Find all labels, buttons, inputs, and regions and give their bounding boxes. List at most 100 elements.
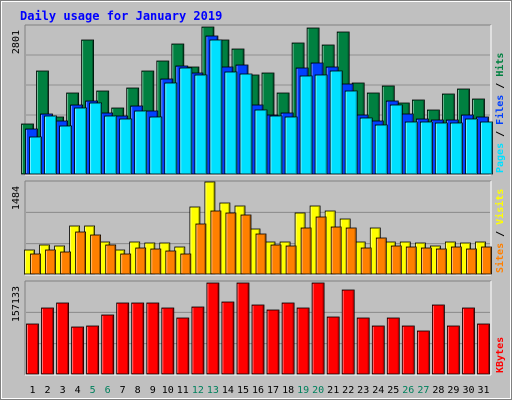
bar-kbytes-day-25 (386, 317, 400, 375)
bar-sites-day-16 (255, 233, 267, 275)
bar-sites-day-22 (345, 227, 357, 275)
day-label-17: 17 (267, 385, 279, 396)
legend-text-segment: KBytes (495, 337, 506, 373)
day-label-11: 11 (177, 385, 189, 396)
day-label-3: 3 (60, 385, 66, 396)
bar-kbytes-day-6 (101, 314, 115, 375)
bar-kbytes-day-11 (176, 317, 190, 375)
max-tick-label: 157133 (11, 286, 22, 322)
bar-kbytes-day-27 (416, 330, 430, 375)
bar-pages-day-14 (224, 71, 238, 175)
max-tick-label: 1484 (11, 186, 22, 210)
bar-kbytes-day-22 (341, 289, 355, 375)
day-label-30: 30 (462, 385, 474, 396)
bar-kbytes-day-8 (131, 302, 145, 375)
bar-pages-day-26 (404, 121, 418, 175)
bar-sites-day-1 (30, 253, 41, 275)
bar-pages-day-25 (389, 104, 403, 175)
bar-kbytes-day-26 (401, 325, 415, 375)
bar-pages-day-17 (269, 115, 283, 175)
bar-kbytes-day-3 (56, 302, 69, 375)
day-label-1: 1 (29, 385, 35, 396)
day-label-29: 29 (447, 385, 459, 396)
bar-sites-day-24 (375, 237, 387, 275)
bar-kbytes-day-19 (296, 307, 310, 375)
legend-text-segment: / (495, 225, 506, 243)
day-label-16: 16 (252, 385, 264, 396)
bar-pages-day-24 (374, 124, 388, 175)
bar-kbytes-day-23 (356, 317, 370, 375)
bar-kbytes-day-24 (371, 325, 385, 375)
bar-pages-day-27 (419, 121, 433, 175)
bar-sites-day-2 (45, 249, 56, 275)
bar-sites-day-11 (180, 253, 192, 275)
legend-text-segment: Visits (494, 189, 506, 225)
bar-kbytes-day-28 (431, 304, 445, 375)
max-tick-label: 2801 (11, 30, 22, 54)
bar-kbytes-day-10 (161, 307, 175, 375)
bar-sites-day-20 (315, 216, 327, 275)
bar-pages-day-1 (29, 136, 42, 175)
bar-sites-day-8 (135, 247, 147, 275)
bar-sites-day-3 (60, 251, 71, 275)
bar-pages-day-13 (209, 39, 223, 175)
bar-kbytes-day-15 (236, 282, 250, 375)
bar-pages-day-23 (359, 117, 373, 175)
panels: 2801 Pages / Files / Hits 1484 Sites / Visi… (11, 24, 506, 376)
panel-kbytes: 157133 KBytes (11, 280, 506, 376)
bar-pages-day-12 (194, 74, 208, 175)
day-label-22: 22 (342, 385, 354, 396)
bar-pages-day-30 (465, 118, 478, 175)
bar-sites-day-28 (435, 248, 447, 275)
panel-visits_sites: 1484 Sites / Visits (11, 180, 506, 276)
bar-pages-day-4 (74, 107, 87, 175)
bar-sites-day-9 (150, 248, 162, 275)
bar-sites-day-19 (300, 227, 312, 275)
bar-sites-day-6 (105, 244, 117, 275)
bar-sites-day-13 (210, 210, 222, 275)
bar-sites-day-7 (120, 253, 132, 275)
bar-pages-day-22 (344, 90, 358, 175)
bar-pages-day-10 (164, 82, 178, 175)
day-label-15: 15 (237, 385, 249, 396)
series-legend-label: Pages / Files / Hits (494, 53, 506, 173)
bar-pages-day-21 (329, 70, 343, 175)
legend-text-segment: Sites (494, 243, 506, 273)
bar-pages-day-8 (134, 110, 148, 175)
day-label-26: 26 (402, 385, 414, 396)
bar-sites-day-25 (390, 245, 402, 275)
bar-pages-day-15 (239, 73, 253, 175)
day-label-8: 8 (135, 385, 141, 396)
bar-sites-day-26 (405, 246, 417, 275)
bar-pages-day-11 (179, 67, 193, 175)
bar-kbytes-day-9 (146, 302, 160, 375)
day-label-28: 28 (432, 385, 444, 396)
day-label-14: 14 (222, 385, 234, 396)
day-label-19: 19 (297, 385, 309, 396)
bar-pages-day-20 (314, 74, 328, 175)
day-label-10: 10 (162, 385, 174, 396)
day-label-6: 6 (105, 385, 111, 396)
bar-sites-day-23 (360, 247, 372, 275)
bar-kbytes-day-21 (326, 316, 340, 375)
bar-kbytes-day-31 (477, 323, 490, 375)
bar-sites-day-12 (195, 223, 207, 275)
day-label-4: 4 (75, 385, 81, 396)
day-label-18: 18 (282, 385, 294, 396)
bar-pages-day-3 (59, 125, 72, 175)
bar-sites-day-5 (90, 234, 101, 275)
bar-sites-day-10 (165, 250, 177, 275)
legend-text-segment: / (495, 125, 506, 143)
series-legend-label: Sites / Visits (494, 189, 506, 273)
bar-kbytes-day-7 (116, 302, 130, 375)
bar-kbytes-day-5 (86, 325, 99, 375)
bar-sites-day-18 (285, 245, 297, 275)
day-label-13: 13 (207, 385, 219, 396)
bar-kbytes-day-30 (462, 307, 475, 375)
bar-kbytes-day-18 (281, 302, 295, 375)
day-label-21: 21 (327, 385, 339, 396)
day-label-27: 27 (417, 385, 429, 396)
bar-kbytes-day-2 (41, 307, 54, 375)
